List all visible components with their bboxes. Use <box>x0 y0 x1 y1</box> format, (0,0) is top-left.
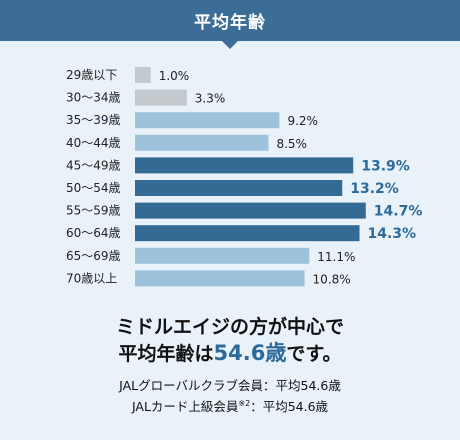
summary-line-2-pre: 平均年齢は <box>118 343 214 365</box>
value-label: 3.3% <box>195 92 226 106</box>
value-label: 14.3% <box>368 226 417 242</box>
average-age-value: 54.6歳 <box>213 341 287 365</box>
category-label: 30〜34歳 <box>66 91 121 105</box>
bar <box>135 180 343 196</box>
value-label: 13.2% <box>350 181 399 197</box>
bar <box>135 270 305 287</box>
bar <box>135 112 280 129</box>
summary-text: ミドルエイジの方が中心で 平均年齢は54.6歳です。 <box>0 314 460 367</box>
bar <box>135 67 151 83</box>
value-label: 10.8% <box>313 272 351 286</box>
note-jal-card-post: ：平均54.6歳 <box>250 399 329 415</box>
summary-line-2: 平均年齢は54.6歳です。 <box>0 340 460 367</box>
category-label: 65〜69歳 <box>66 249 121 263</box>
category-label: 55〜59歳 <box>66 204 121 218</box>
note-jal-card-pre: JALカード上級会員 <box>131 399 239 415</box>
summary-line-2-post: です。 <box>286 343 342 365</box>
value-label: 8.5% <box>276 137 307 151</box>
chart-header: 平均年齢 <box>0 0 460 49</box>
value-label: 1.0% <box>159 69 190 83</box>
value-label: 13.9% <box>361 158 410 174</box>
bar <box>135 247 310 264</box>
age-bar-chart: 29歳以下 1.0% 30〜34歳 3.3% 35〜39歳 9.2% 40〜44歳 8.5% 4… <box>66 67 423 287</box>
category-label: 50〜54歳 <box>66 181 121 195</box>
summary-line-1: ミドルエイジの方が中心で <box>115 316 344 338</box>
bar <box>135 134 269 151</box>
bar <box>135 157 354 174</box>
value-label: 9.2% <box>287 114 318 128</box>
chart-title: 平均年齢 <box>194 13 266 33</box>
category-label: 60〜64歳 <box>66 226 121 240</box>
category-label: 45〜49歳 <box>66 158 121 172</box>
category-label: 70歳以上 <box>66 271 117 285</box>
member-notes: JALグローバルクラブ会員：平均54.6歳 JALカード上級会員※2：平均54.… <box>0 377 460 416</box>
note-global-club: JALグローバルクラブ会員：平均54.6歳 <box>119 378 341 393</box>
note-jal-card: JALカード上級会員※2：平均54.6歳 <box>0 395 460 416</box>
note-footnote-mark: ※2 <box>238 399 251 408</box>
bar <box>135 202 366 219</box>
category-label: 40〜44歳 <box>66 136 121 150</box>
category-label: 29歳以下 <box>66 68 117 82</box>
category-label: 35〜39歳 <box>66 113 121 127</box>
value-label: 11.1% <box>317 250 355 264</box>
value-label: 14.7% <box>374 204 423 220</box>
bar <box>135 225 360 242</box>
bar <box>135 89 187 106</box>
